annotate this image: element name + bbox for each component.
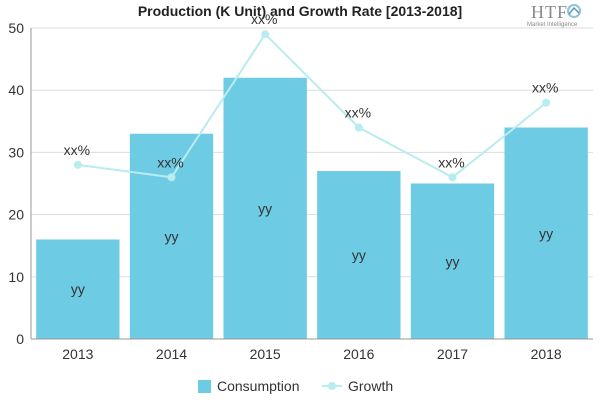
growth-point-label: xx% xyxy=(438,154,464,170)
growth-point-label: xx% xyxy=(532,80,558,96)
bar[interactable] xyxy=(36,239,120,339)
x-tick-label: 2016 xyxy=(343,346,374,362)
legend-swatch-consumption xyxy=(198,379,211,393)
bar-data-label: yy xyxy=(165,228,179,244)
logo-subtitle: Market Intelligence xyxy=(527,22,578,28)
logo-text: HTF xyxy=(531,2,569,22)
bar[interactable] xyxy=(129,133,214,339)
legend-item-growth[interactable]: Growth xyxy=(322,378,393,394)
x-tick-label: 2013 xyxy=(62,346,93,362)
chart-title: Production (K Unit) and Growth Rate [201… xyxy=(137,3,463,19)
y-axis: 0 10 20 30 40 50 xyxy=(8,20,32,347)
bar[interactable] xyxy=(410,183,495,340)
legend-item-consumption[interactable]: Consumption xyxy=(198,378,300,394)
bar-series xyxy=(36,77,588,340)
growth-line xyxy=(77,32,547,179)
legend-label-growth: Growth xyxy=(348,378,394,394)
growth-point[interactable] xyxy=(73,160,82,169)
growth-point-label: xx% xyxy=(157,154,183,170)
line-series: xx% xx% xx% xx% xx% xx% xyxy=(64,11,558,182)
growth-point[interactable] xyxy=(167,173,176,182)
bar-data-label: yy xyxy=(71,281,85,297)
bar[interactable] xyxy=(223,77,307,339)
bar-data-label: yy xyxy=(258,200,272,216)
growth-point-label: xx% xyxy=(251,11,277,27)
x-tick-label: 2017 xyxy=(437,346,468,362)
growth-point[interactable] xyxy=(542,98,551,107)
bar[interactable] xyxy=(504,127,588,340)
x-axis: 2013 2014 2015 2016 2017 2018 xyxy=(31,338,593,362)
legend-label-consumption: Consumption xyxy=(217,378,300,394)
growth-point-label: xx% xyxy=(345,105,371,121)
x-tick-label: 2018 xyxy=(531,346,562,362)
growth-point[interactable] xyxy=(261,30,270,39)
bar-data-label: yy xyxy=(352,247,366,263)
bar-labels: yy yy yy yy yy yy xyxy=(71,200,553,297)
chart-plot: yy yy yy yy yy yy xx% xx% xx% xx% xx% xx% 0 10 20 30 4… xyxy=(8,11,593,362)
legend-swatch-growth xyxy=(322,380,342,392)
x-tick-label: 2014 xyxy=(156,346,187,362)
bar-data-label: yy xyxy=(446,253,460,269)
y-tick-label: 50 xyxy=(8,20,24,36)
legend: Consumption Growth xyxy=(0,378,600,398)
y-tick-label: 30 xyxy=(8,144,24,160)
growth-point[interactable] xyxy=(354,123,363,132)
bar[interactable] xyxy=(317,171,401,339)
htf-logo: HTF Market Intelligence xyxy=(527,2,585,32)
y-tick-label: 10 xyxy=(8,269,24,285)
bar-data-label: yy xyxy=(539,225,553,241)
growth-point[interactable] xyxy=(448,173,457,182)
y-tick-label: 0 xyxy=(16,331,24,347)
y-tick-label: 20 xyxy=(8,207,24,223)
y-tick-label: 40 xyxy=(8,82,24,98)
logo-swoosh-icon xyxy=(567,4,581,18)
growth-point-label: xx% xyxy=(64,142,90,158)
x-tick-label: 2015 xyxy=(250,346,281,362)
